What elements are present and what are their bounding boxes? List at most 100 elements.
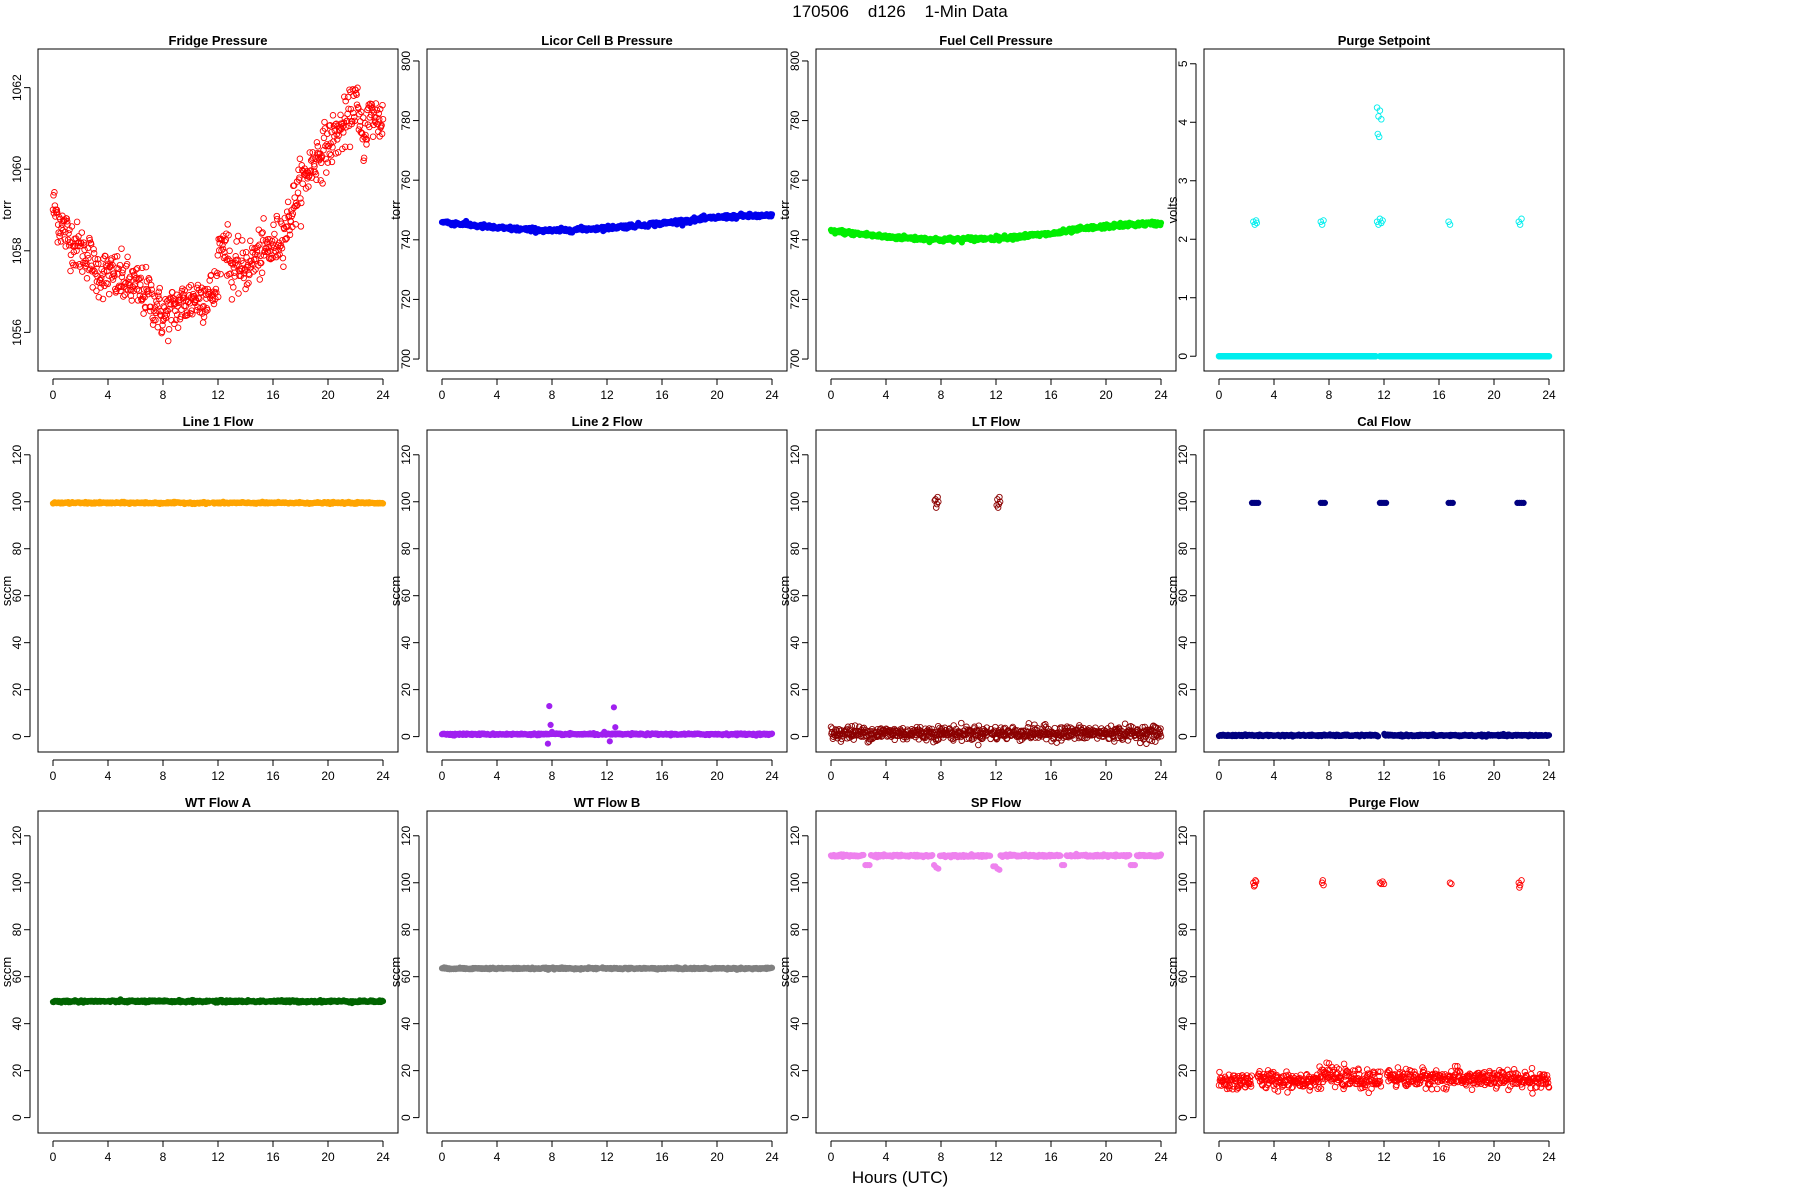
x-axis: 0 4 8 12 16 20 24 [1216,759,1556,783]
x-axis: 0 4 8 12 16 20 24 [828,759,1168,783]
data-point [296,155,304,163]
data-point [140,310,147,317]
x-tick-label: 16 [266,769,280,783]
data-point [357,129,365,136]
y-tick-label: 60 [788,589,802,603]
x-tick-label: 12 [211,769,225,783]
data-point [326,150,333,158]
data-point [61,236,69,243]
data-point [273,212,281,220]
y-tick-label: 2 [1176,236,1190,243]
data-points [49,84,387,345]
y-tick-label: 3 [1176,177,1190,184]
data-point [76,263,84,270]
x-tick-label: 4 [883,388,890,402]
data-point [70,261,77,269]
data-point [1255,499,1262,507]
data-point [242,285,249,293]
data-point [276,251,283,258]
x-tick-label: 8 [160,769,167,783]
data-point [299,180,306,187]
y-tick-label: 1 [1176,294,1190,301]
x-tick-label: 16 [1044,769,1058,783]
data-point [320,134,328,142]
data-point [91,255,99,263]
data-point [213,272,221,280]
data-point [257,259,265,267]
x-tick-label: 8 [549,769,556,783]
plot-frame [815,48,1177,372]
data-point [230,284,237,291]
data-point [105,290,113,298]
data-point [205,291,213,298]
y-tick-label: 100 [1176,491,1190,511]
data-point [297,195,304,202]
data-point [254,251,261,259]
data-point [932,504,940,511]
data-point [139,295,146,303]
data-point [95,293,103,301]
x-tick-label: 8 [549,388,556,402]
data-point [375,116,383,123]
y-tick-label: 40 [1176,636,1190,650]
data-point [162,314,170,322]
data-point [234,256,241,264]
data-point [306,149,314,156]
data-point [124,253,131,261]
y-tick-label: 0 [1176,353,1190,360]
x-tick-label: 8 [160,1150,167,1164]
y-tick-label: 80 [1176,542,1190,556]
x-tick-label: 20 [321,769,335,783]
y-tick-label: 80 [788,542,802,556]
data-point [260,252,268,259]
data-point [213,289,220,296]
y-tick-label: 100 [10,872,24,892]
data-point [314,143,322,150]
data-point [349,118,356,125]
data-point [148,286,155,293]
data-point [358,108,365,116]
data-point [313,139,321,146]
x-tick-label: 12 [600,388,614,402]
data-points [438,702,776,747]
panel-title: Cal Flow [1357,414,1411,429]
plot-frame [1203,429,1565,753]
data-point [768,730,776,737]
panel-title: Purge Setpoint [1338,33,1431,48]
data-point [232,253,239,260]
plot-frame [815,429,1177,753]
data-point [242,248,250,256]
data-point [77,242,84,250]
data-point [92,260,100,268]
data-point [119,266,127,274]
data-point [158,328,166,336]
data-point [214,269,221,277]
data-point [269,254,276,262]
data-point [188,307,196,314]
data-point [224,221,231,228]
y-tick-label: 20 [10,683,24,697]
y-tick-label: 40 [399,636,413,650]
data-point [254,243,262,250]
data-point [187,281,195,289]
x-tick-label: 8 [938,769,945,783]
data-point [255,226,263,233]
x-tick-label: 0 [50,1150,57,1164]
data-point [142,263,150,271]
data-point [171,320,178,328]
data-point [90,249,98,257]
x-tick-label: 24 [1154,388,1168,402]
data-points [1215,499,1553,740]
data-point [548,728,556,736]
data-point [67,267,74,275]
data-point [341,143,349,151]
data-point [356,122,364,130]
data-point [248,244,256,252]
data-point [159,321,166,329]
x-tick-label: 12 [989,769,1003,783]
x-tick-label: 12 [989,388,1003,402]
data-point [322,142,329,150]
